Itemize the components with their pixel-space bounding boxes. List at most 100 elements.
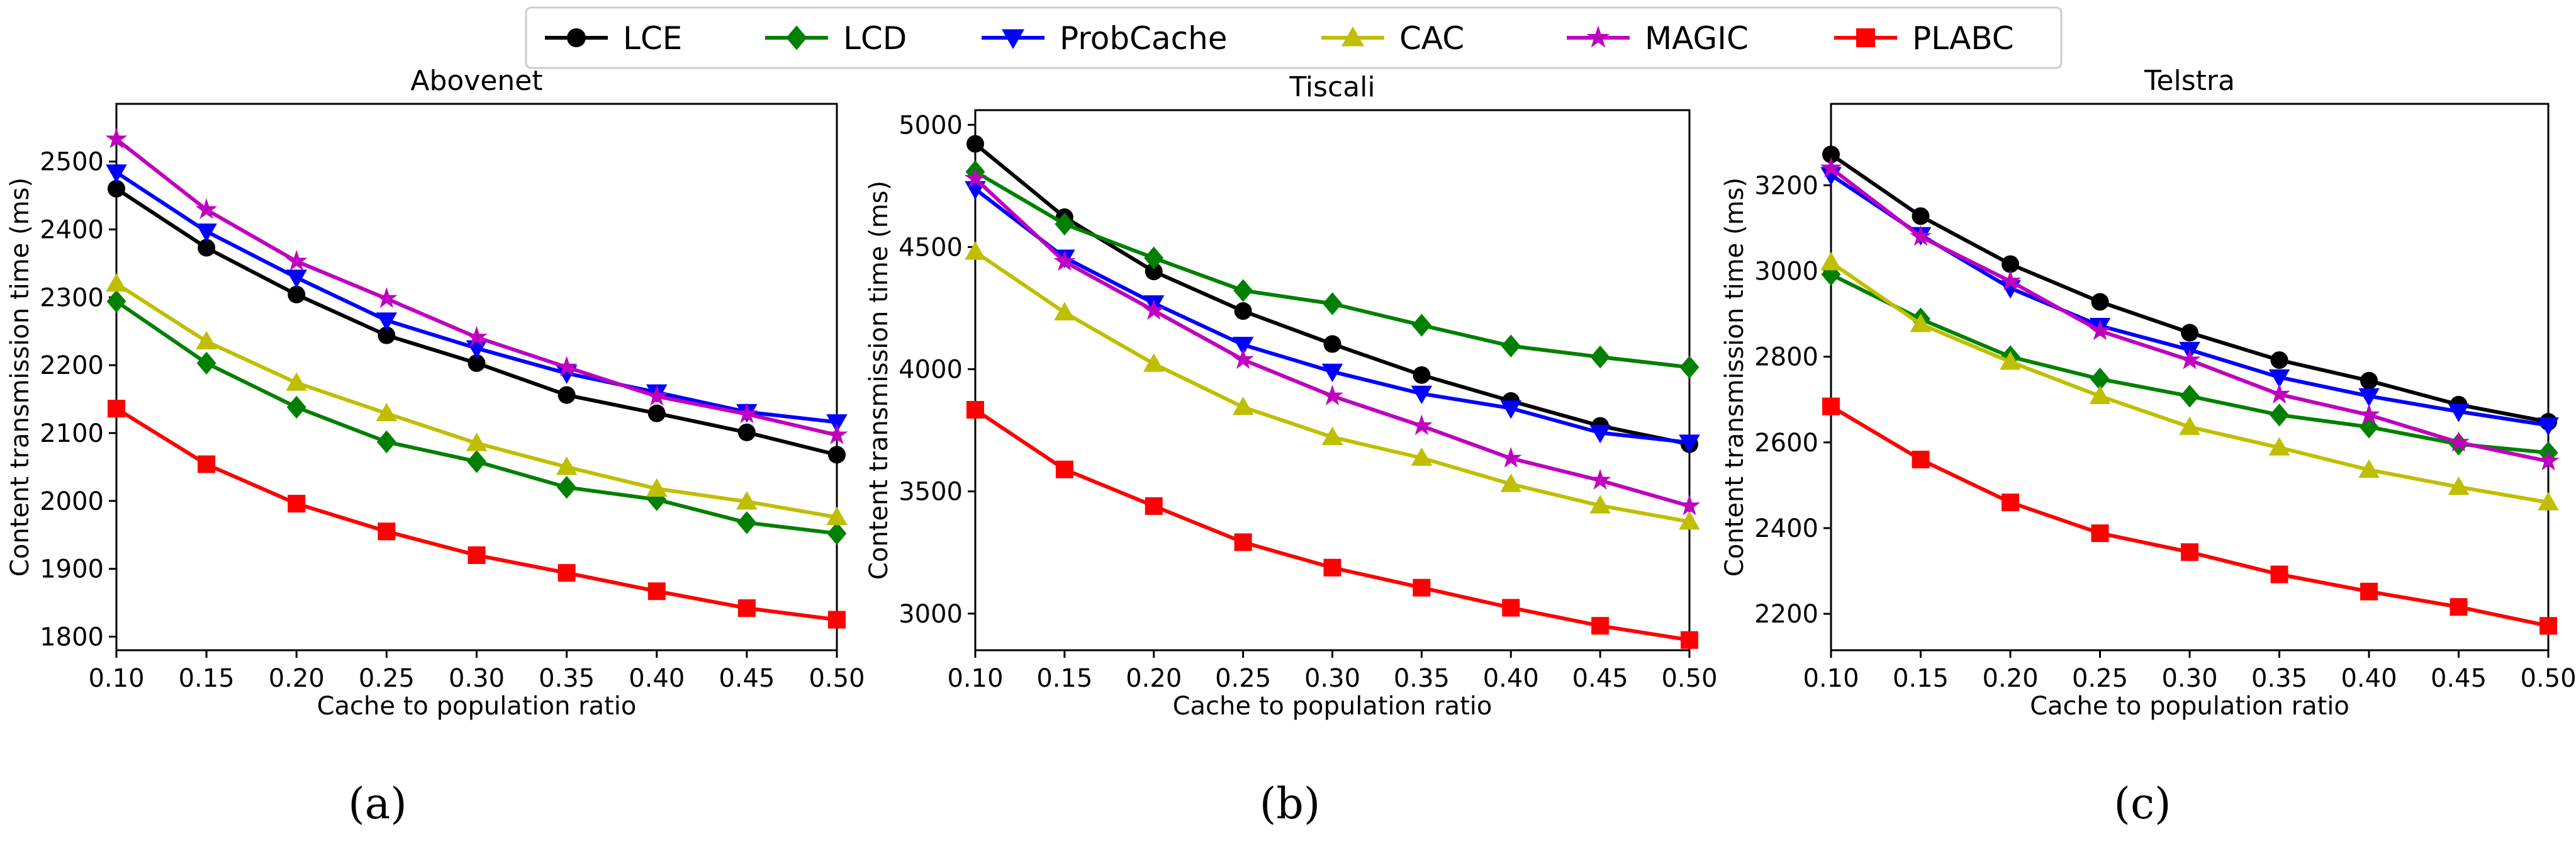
x-tick-label: 0.25: [1215, 664, 1271, 693]
y-tick-label: 1900: [40, 555, 104, 584]
data-point: [1323, 292, 1342, 315]
data-point: [2448, 403, 2470, 422]
data-point: [106, 290, 126, 313]
y-axis-label: Content transmission time (ms): [6, 178, 35, 577]
y-tick-label: 3000: [899, 600, 963, 629]
y-tick-label: 1800: [40, 623, 104, 651]
data-point: [2178, 348, 2201, 369]
series-magic: [1820, 156, 2560, 471]
data-point: [1411, 313, 1431, 337]
series-lce: [108, 179, 846, 464]
data-point: [376, 430, 396, 454]
chart-title: Tiscali: [1289, 71, 1375, 103]
panel-label: (a): [348, 779, 407, 829]
data-point: [1499, 447, 1522, 468]
data-point: [646, 478, 668, 497]
y-tick-label: 4500: [899, 233, 963, 262]
data-point: [106, 164, 127, 183]
y-tick-label: 2400: [40, 215, 104, 244]
series-plabc: [966, 400, 1698, 649]
legend-marker: [1002, 29, 1024, 49]
data-point: [828, 446, 846, 464]
data-point: [556, 456, 578, 475]
data-point: [2538, 417, 2559, 436]
series-probcache: [106, 164, 848, 433]
x-tick-label: 0.15: [1893, 664, 1949, 693]
legend-item-lce: LCE: [545, 20, 682, 57]
x-tick-label: 0.30: [1304, 664, 1360, 693]
data-point: [826, 414, 848, 433]
x-tick-label: 0.40: [629, 664, 685, 693]
data-point: [826, 506, 848, 526]
x-tick-label: 0.25: [359, 664, 415, 693]
data-point: [2448, 476, 2470, 495]
x-tick-label: 0.40: [2341, 664, 2397, 693]
data-point: [1321, 385, 1343, 405]
x-tick-label: 0.30: [2161, 664, 2217, 693]
chart-title: Telstra: [2144, 65, 2235, 97]
y-tick-label: 2200: [1754, 600, 1818, 629]
data-point: [1055, 212, 1075, 236]
data-point: [646, 385, 668, 406]
data-point: [557, 564, 576, 582]
data-point: [1589, 495, 1611, 514]
y-tick-label: 3200: [1754, 171, 1818, 200]
data-point: [1500, 473, 1522, 492]
data-point: [1234, 302, 1252, 320]
data-point: [1143, 353, 1165, 372]
data-point: [198, 239, 216, 257]
data-point: [1591, 617, 1610, 635]
chart-abovenet: Abovenet 0.10 0.15 0.20 0.25 0.30 0.35 0.40 0.45…: [6, 65, 865, 829]
legend-frame: [525, 6, 2063, 69]
data-point: [467, 450, 486, 473]
data-point: [827, 522, 847, 545]
x-axis-label: Cache to population ratio: [317, 692, 637, 721]
data-point: [2358, 459, 2380, 478]
data-point: [378, 326, 396, 344]
x-tick-label: 0.20: [1982, 664, 2038, 693]
data-point: [286, 395, 306, 419]
data-point: [2540, 617, 2557, 635]
data-point: [2268, 369, 2290, 388]
chart-title: Abovenet: [410, 65, 542, 97]
data-point: [1589, 424, 1611, 444]
y-tick-label: 2500: [40, 148, 104, 177]
legend-marker: [1341, 26, 1364, 47]
data-point: [1590, 345, 1610, 369]
data-point: [2270, 351, 2288, 369]
x-tick-label: 0.40: [1483, 664, 1539, 693]
series-line: [115, 137, 837, 437]
data-point: [1413, 366, 1431, 384]
x-tick-label: 0.35: [539, 664, 595, 693]
chart-telstra: Telstra 0.10 0.15 0.20 0.25 0.30 0.35 0.40 0.45 0…: [1720, 65, 2576, 829]
data-point: [468, 354, 486, 372]
data-point: [198, 455, 216, 473]
data-point: [737, 423, 756, 441]
series-plabc: [1822, 397, 2557, 635]
x-tick-label: 0.50: [1661, 664, 1717, 693]
data-point: [1144, 246, 1164, 270]
data-point: [288, 495, 306, 513]
data-point: [1232, 337, 1254, 356]
data-point: [378, 522, 396, 541]
data-point: [1500, 400, 1522, 419]
x-tick-label: 0.35: [1394, 664, 1450, 693]
y-tick-label: 2600: [1754, 429, 1818, 458]
data-point: [376, 312, 398, 331]
series-lcd: [106, 290, 847, 545]
legend-marker: [1856, 28, 1875, 47]
x-tick-label: 0.15: [179, 664, 235, 693]
data-point: [1232, 396, 1254, 415]
data-point: [556, 356, 578, 377]
series-line: [115, 282, 837, 519]
y-tick-label: 2300: [40, 283, 104, 312]
data-point: [2002, 255, 2019, 273]
x-tick-label: 0.10: [1803, 664, 1859, 693]
data-point: [2448, 431, 2470, 452]
data-point: [106, 273, 127, 292]
data-point: [2268, 437, 2290, 456]
legend-label: ProbCache: [1060, 20, 1228, 57]
data-point: [2089, 319, 2111, 341]
x-tick-label: 0.35: [2251, 664, 2307, 693]
